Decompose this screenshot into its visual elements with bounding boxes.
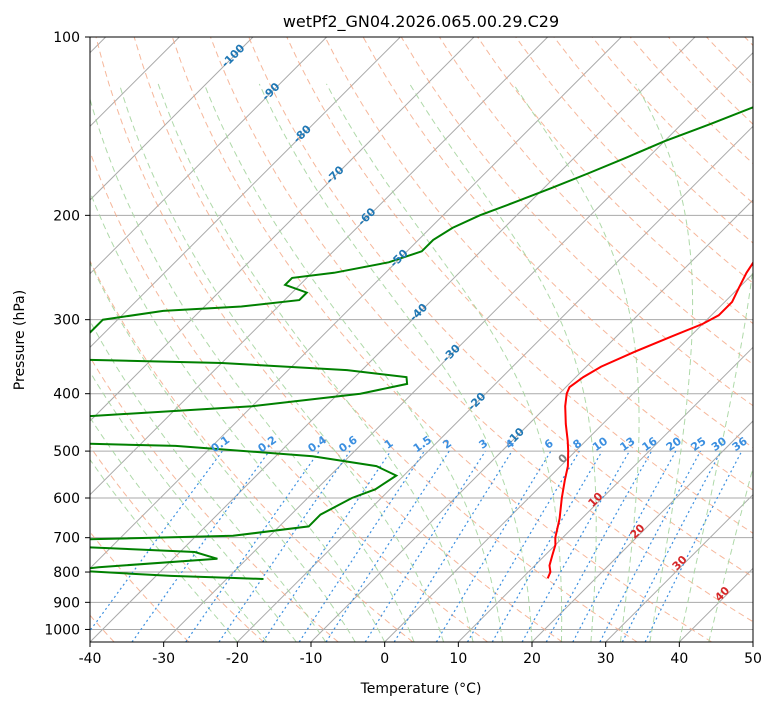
moist-adiabat-line — [326, 83, 563, 642]
isotherm-line — [384, 272, 753, 642]
pressure-gridlines — [90, 37, 753, 630]
mixing-ratio-line — [599, 450, 702, 642]
mixing-ratio-line — [621, 450, 722, 642]
y-axis-ticks: 100 200 300 400 500 600 700 800 900 1000 — [44, 30, 90, 638]
mixing-ratio-line — [185, 450, 320, 642]
mixing-ratio-line — [131, 450, 270, 642]
moist-adiabat-line — [118, 83, 445, 642]
mixing-ratio-line — [298, 450, 425, 642]
mixing-ratio-line — [572, 450, 677, 642]
y-tick-label: 600 — [53, 491, 80, 507]
dry-adiabat-line — [133, 37, 638, 642]
y-tick-label: 1000 — [44, 622, 80, 638]
dry-adiabat-line — [248, 37, 753, 578]
moist-adiabat-lines — [90, 83, 753, 642]
dry-adiabat-line — [324, 37, 753, 491]
moist-adiabat-line — [258, 83, 533, 642]
mixing-ratio-line — [364, 450, 486, 642]
moist-adiabat-line — [90, 416, 268, 642]
mixing-ratio-line — [644, 450, 743, 642]
x-tick-label: -10 — [300, 651, 323, 667]
plot-area: -100-90-80-70-60-50-40-30-20-10 0.1 0.2 0.… — [90, 37, 753, 642]
dry-adiabat-line — [171, 37, 712, 642]
x-tick-label: -20 — [226, 651, 249, 667]
moist-adiabat-line — [90, 320, 327, 642]
y-tick-label: 400 — [53, 387, 80, 403]
y-tick-label: 100 — [53, 30, 80, 46]
y-tick-label: 900 — [53, 595, 80, 611]
dry-adiabat-line — [90, 445, 264, 642]
isotherm-lines — [90, 37, 753, 642]
x-tick-label: 20 — [523, 651, 541, 667]
mixing-ratio-line — [491, 450, 603, 642]
moist-adiabat-line — [203, 83, 503, 642]
moist-adiabat-line — [90, 190, 386, 642]
y-axis-label: Pressure (hPa) — [12, 290, 28, 390]
moist-adiabat-line — [157, 83, 474, 642]
moist-adiabat-line — [678, 83, 753, 642]
isotherm-line — [457, 346, 753, 642]
y-tick-label: 300 — [53, 313, 80, 329]
x-axis-label: Temperature (°C) — [360, 681, 482, 697]
isotherm-line — [90, 37, 328, 275]
moist-adiabat-line — [635, 83, 694, 642]
mixing-ratio-line — [466, 450, 580, 642]
x-tick-label: 40 — [670, 651, 688, 667]
dewpoint-profile-line — [90, 106, 753, 580]
x-tick-label: -30 — [152, 651, 175, 667]
x-tick-label: 30 — [597, 651, 615, 667]
x-tick-label: 50 — [744, 651, 762, 667]
moist-adiabat-line — [90, 458, 238, 642]
isotherm-line — [90, 37, 622, 570]
chart-title: wetPf2_GN04.2026.065.00.29.C29 — [283, 12, 559, 32]
isotherm-line — [90, 37, 401, 349]
mixing-ratio-line — [393, 450, 513, 642]
isotherm-line — [163, 51, 753, 642]
y-tick-label: 200 — [53, 208, 80, 224]
plot-frame — [89, 36, 754, 643]
sounding-profiles — [90, 106, 753, 580]
moist-adiabat-line — [708, 465, 753, 642]
isotherm-line — [236, 125, 753, 642]
isotherm-line — [90, 37, 696, 642]
temperature-profile-line — [546, 261, 753, 579]
mixing-ratio-lines — [90, 450, 743, 642]
mixing-ratio-line — [545, 450, 653, 642]
mixing-ratio-line — [435, 450, 552, 642]
isotherm-line — [90, 37, 549, 496]
isotherm-line — [90, 37, 475, 422]
mixing-ratio-line — [325, 450, 450, 642]
moist-adiabat-line — [90, 370, 297, 642]
y-tick-label: 500 — [53, 444, 80, 460]
x-axis-ticks: -40 -30 -20 -10 0 10 20 30 40 50 — [79, 642, 762, 667]
y-tick-label: 700 — [53, 531, 80, 547]
y-tick-label: 800 — [53, 565, 80, 581]
dry-adiabat-line — [90, 259, 414, 642]
x-tick-label: 0 — [380, 651, 389, 667]
x-tick-label: -40 — [79, 651, 102, 667]
moist-adiabat-line — [90, 97, 415, 642]
x-tick-label: 10 — [449, 651, 467, 667]
isotherm-line — [90, 37, 254, 201]
dry-adiabat-line — [286, 37, 753, 534]
isotherm-line — [605, 493, 753, 642]
mixing-ratio-line — [521, 450, 631, 642]
dry-adiabat-line — [95, 37, 563, 642]
dry-adiabat-line — [515, 37, 753, 284]
moist-adiabat-line — [90, 261, 356, 642]
moist-adiabat-line — [512, 83, 640, 642]
isotherm-line — [531, 420, 753, 642]
dry-adiabat-line — [210, 37, 753, 623]
